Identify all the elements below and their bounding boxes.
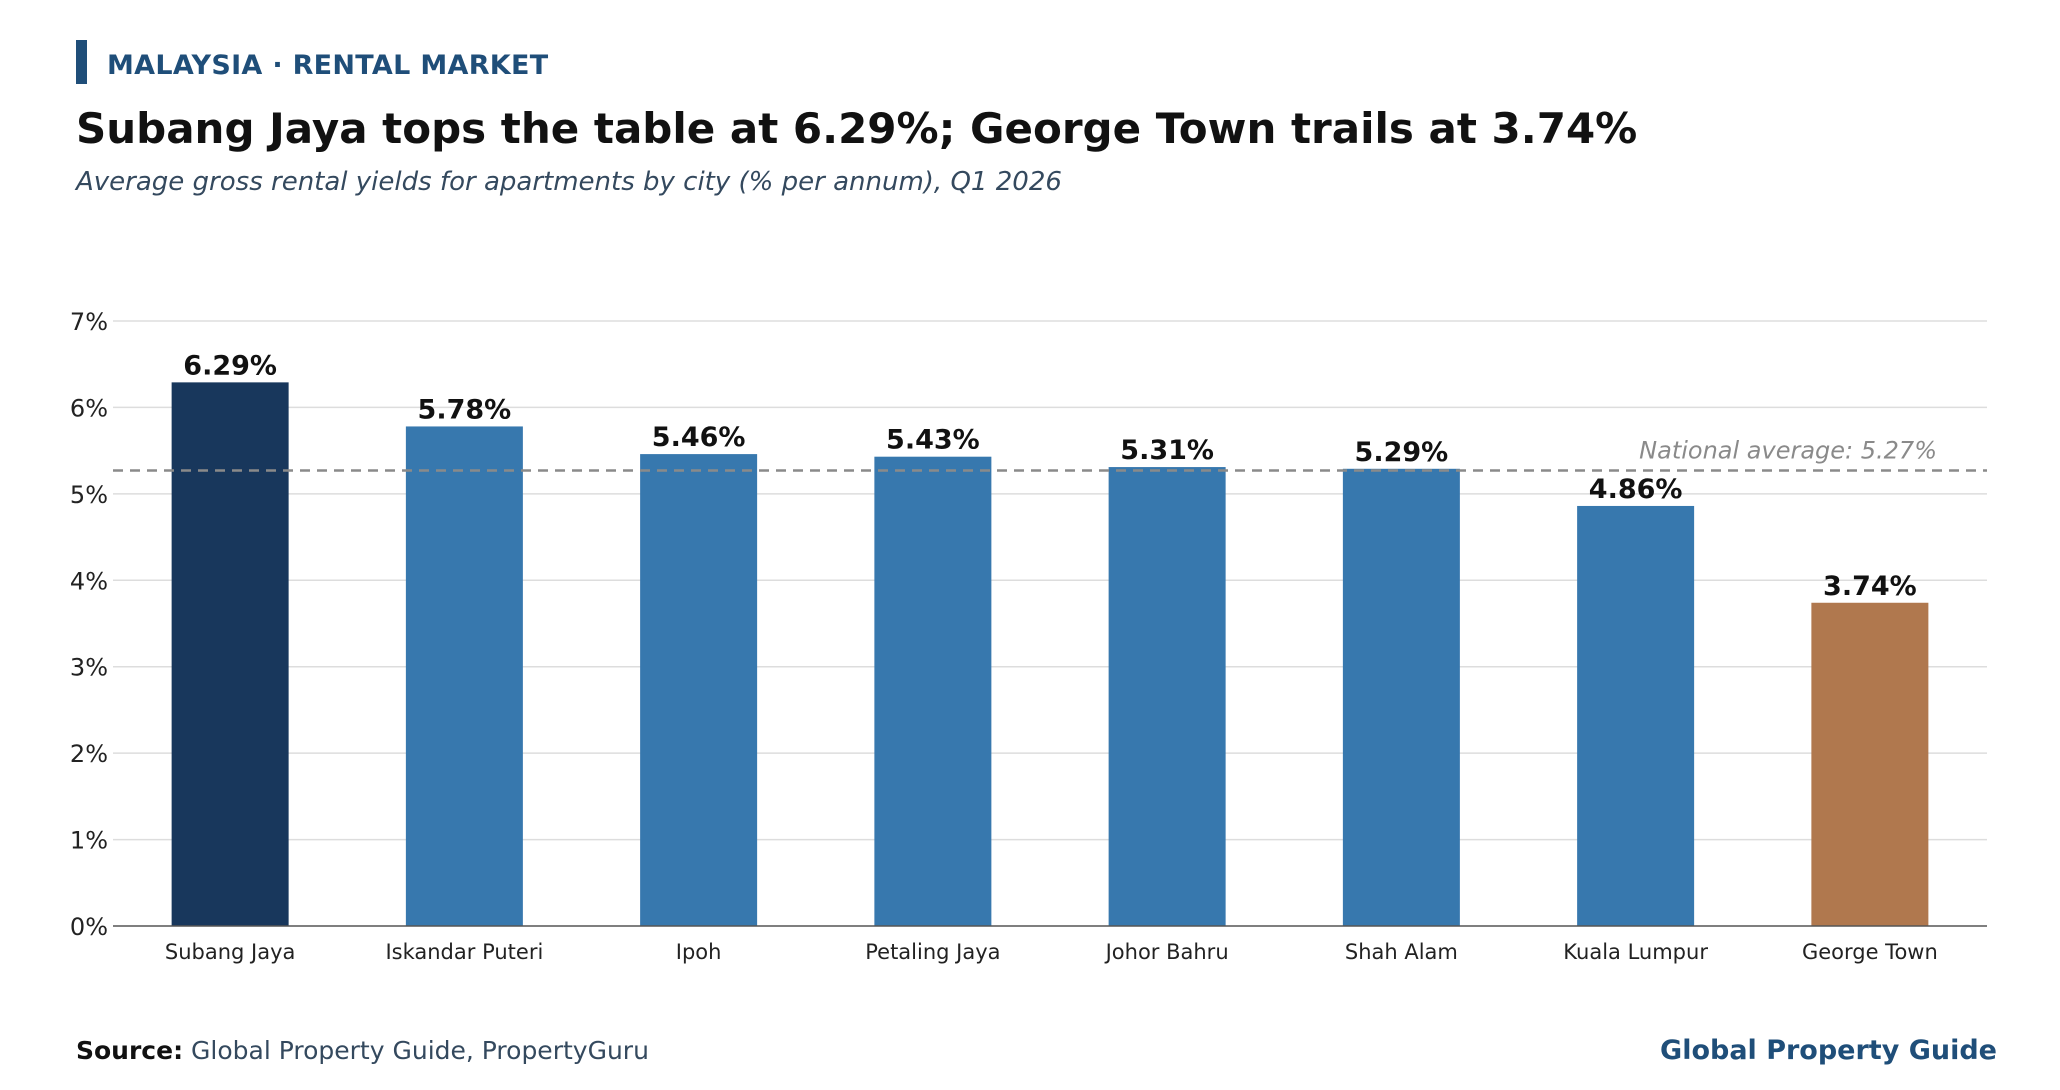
x-tick-label: Iskandar Puteri xyxy=(385,940,543,964)
source-text: Global Property Guide, PropertyGuru xyxy=(191,1036,649,1065)
y-tick-label: 6% xyxy=(70,394,108,422)
y-tick-label: 3% xyxy=(70,654,108,682)
y-tick-label: 5% xyxy=(70,481,108,509)
data-label: 5.31% xyxy=(1120,435,1214,466)
bar xyxy=(171,382,289,927)
bar xyxy=(1108,467,1226,926)
y-axis-ticks: 0% 1% 2% 3% 4% 5% 6% 7% xyxy=(70,308,108,941)
data-label: 5.29% xyxy=(1355,437,1449,468)
chart-subtitle: Average gross rental yields for apartmen… xyxy=(76,167,1062,197)
bar xyxy=(1342,468,1460,926)
y-tick-label: 0% xyxy=(70,913,108,941)
bar xyxy=(640,454,758,926)
x-tick-label: Johor Bahru xyxy=(1104,940,1229,964)
x-tick-label: George Town xyxy=(1802,940,1938,964)
bars xyxy=(171,382,1929,927)
kicker: MALAYSIA · RENTAL MARKET xyxy=(107,50,549,81)
kicker-accent-bar xyxy=(76,40,87,84)
brand-logo-text: Global Property Guide xyxy=(1660,1035,1997,1066)
x-tick-label: Ipoh xyxy=(676,940,722,964)
data-label: 5.43% xyxy=(886,425,980,456)
reference-line-group: National average: 5.27% xyxy=(113,437,1987,472)
data-label: 3.74% xyxy=(1823,571,1917,602)
bar xyxy=(874,456,992,926)
data-label: 6.29% xyxy=(183,350,277,381)
y-tick-label: 4% xyxy=(70,567,108,595)
grid-lines xyxy=(113,320,1987,841)
bar xyxy=(1811,602,1929,926)
y-tick-label: 2% xyxy=(70,740,108,768)
y-tick-label: 1% xyxy=(70,827,108,855)
data-labels: 6.29% 5.78% 5.46% 5.43% 5.31% 5.29% 4.86% 3.74% xyxy=(183,350,1916,601)
data-label: 5.78% xyxy=(418,394,512,425)
data-label: 5.46% xyxy=(652,422,746,453)
x-tick-label: Shah Alam xyxy=(1345,940,1458,964)
reference-line-label: National average: 5.27% xyxy=(1639,437,1937,465)
bar xyxy=(405,426,523,926)
x-tick-label: Kuala Lumpur xyxy=(1563,940,1708,964)
x-tick-label: Subang Jaya xyxy=(165,940,296,964)
chart-title: Subang Jaya tops the table at 6.29%; Geo… xyxy=(76,104,1638,153)
source-label: Source: xyxy=(76,1036,184,1065)
bar xyxy=(1577,505,1695,926)
y-tick-label: 7% xyxy=(70,308,108,336)
source-note: Source: Global Property Guide, PropertyG… xyxy=(76,1036,649,1065)
data-label: 4.86% xyxy=(1589,474,1683,505)
x-tick-label: Petaling Jaya xyxy=(865,940,1000,964)
x-axis-ticks: Subang Jaya Iskandar Puteri Ipoh Petaling J… xyxy=(165,940,1938,964)
